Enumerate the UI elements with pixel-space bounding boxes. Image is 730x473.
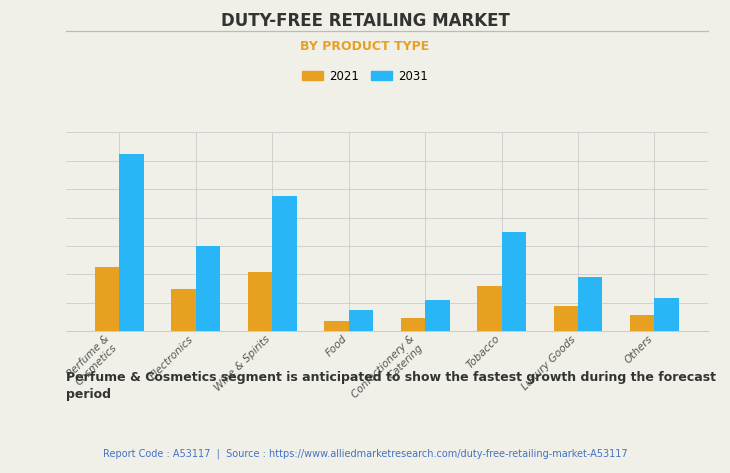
Bar — [477, 286, 502, 331]
Text: DUTY-FREE RETAILING MARKET: DUTY-FREE RETAILING MARKET — [220, 12, 510, 30]
Bar — [425, 300, 450, 331]
Bar — [324, 321, 349, 331]
Bar — [95, 267, 120, 331]
Bar — [502, 232, 526, 331]
Bar — [553, 306, 578, 331]
Bar — [349, 310, 373, 331]
Bar — [196, 246, 220, 331]
Text: Report Code : A53117  |  Source : https://www.alliedmarketresearch.com/duty-free: Report Code : A53117 | Source : https://… — [103, 448, 627, 459]
Bar — [578, 277, 602, 331]
Bar — [272, 196, 296, 331]
Bar — [120, 154, 144, 331]
Bar — [630, 315, 654, 331]
Text: Perfume & Cosmetics segment is anticipated to show the fastest growth during the: Perfume & Cosmetics segment is anticipat… — [66, 371, 715, 401]
Bar — [247, 272, 272, 331]
Legend: 2021, 2031: 2021, 2031 — [297, 65, 433, 88]
Bar — [172, 289, 196, 331]
Bar — [401, 318, 425, 331]
Bar — [654, 298, 679, 331]
Text: BY PRODUCT TYPE: BY PRODUCT TYPE — [300, 40, 430, 53]
